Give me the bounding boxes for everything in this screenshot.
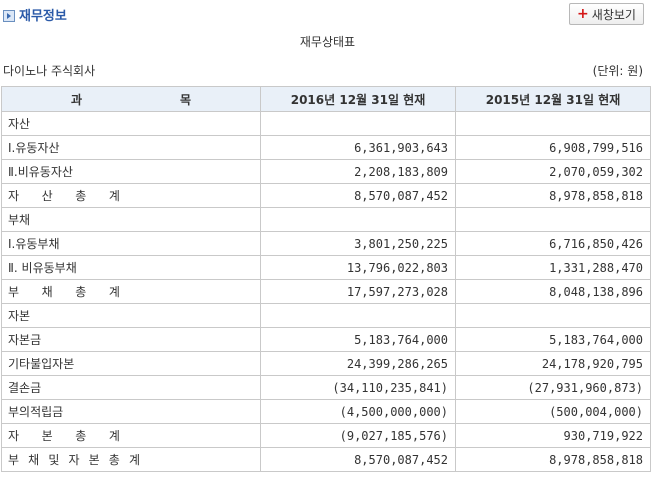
- value-2015: [455, 303, 651, 328]
- statement-title: 재무상태표: [299, 35, 356, 49]
- label-char: 총: [75, 189, 87, 203]
- label-char: 자: [8, 189, 20, 203]
- value-2016: [260, 207, 456, 232]
- label-char: 계: [108, 189, 120, 203]
- label-char: 산: [41, 189, 53, 203]
- value-2016: 17,597,273,028: [260, 279, 456, 304]
- balance-sheet-table: 과 목 2016년 12월 31일 현재 2015년 12월 31일 현재 자산…: [1, 86, 651, 472]
- label-char: 부: [8, 285, 20, 299]
- section-bullet-icon: [3, 9, 15, 22]
- value-2015: 8,978,858,818: [455, 447, 651, 472]
- account-label: 부채: [1, 207, 261, 232]
- new-window-label: 새창보기: [591, 7, 636, 22]
- value-2016: [260, 303, 456, 328]
- value-2015: [455, 207, 651, 232]
- value-2016: 8,570,087,452: [260, 447, 456, 472]
- value-2016: 8,570,087,452: [260, 183, 456, 208]
- label-char: 계: [128, 453, 140, 467]
- account-label: 자산: [1, 111, 261, 136]
- label-char: 자: [8, 429, 20, 443]
- table-row: 부 채 및 자 본 총 계 8,570,087,452 8,978,858,818: [1, 447, 651, 472]
- account-label: 자본: [1, 303, 261, 328]
- account-label: Ⅱ. 비유동부채: [1, 255, 261, 280]
- table-row: 자 본 총 계 (9,027,185,576) 930,719,922: [1, 423, 651, 448]
- label-char: 자: [68, 453, 80, 467]
- section-header: 재무정보: [3, 5, 67, 24]
- label-char: 총: [108, 453, 120, 467]
- account-label: Ⅰ.유동부채: [1, 231, 261, 256]
- value-2015: 8,048,138,896: [455, 279, 651, 304]
- value-2016: 2,208,183,809: [260, 159, 456, 184]
- label-char: 본: [41, 429, 53, 443]
- value-2015: (27,931,960,873): [455, 375, 651, 400]
- label-char: 및: [48, 453, 60, 467]
- label-char: 본: [88, 453, 100, 467]
- label-char: 총: [75, 429, 87, 443]
- account-label: 부의적립금: [1, 399, 261, 424]
- table-row: Ⅱ.비유동자산 2,208,183,809 2,070,059,302: [1, 159, 651, 184]
- unit-label: (단위: 원): [592, 64, 643, 78]
- account-label: 자본금: [1, 327, 261, 352]
- plus-icon: +: [577, 6, 589, 22]
- value-2016: 13,796,022,803: [260, 255, 456, 280]
- header-char: 과: [71, 92, 83, 107]
- company-name: 다이노나 주식회사: [3, 64, 96, 78]
- value-2015: [455, 111, 651, 136]
- table-row: Ⅰ.유동부채 3,801,250,225 6,716,850,426: [1, 231, 651, 256]
- value-2016: (34,110,235,841): [260, 375, 456, 400]
- value-2016: [260, 111, 456, 136]
- value-2015: 6,908,799,516: [455, 135, 651, 160]
- column-header-2016: 2016년 12월 31일 현재: [260, 86, 456, 112]
- account-label: 결손금: [1, 375, 261, 400]
- table-row: 결손금 (34,110,235,841) (27,931,960,873): [1, 375, 651, 400]
- table-row: Ⅰ.유동자산 6,361,903,643 6,908,799,516: [1, 135, 651, 160]
- account-label: Ⅰ.유동자산: [1, 135, 261, 160]
- account-label: Ⅱ.비유동자산: [1, 159, 261, 184]
- table-row: Ⅱ. 비유동부채 13,796,022,803 1,331,288,470: [1, 255, 651, 280]
- header-char: 목: [179, 92, 191, 107]
- value-2016: (9,027,185,576): [260, 423, 456, 448]
- table-row: 자본: [1, 303, 651, 328]
- value-2016: 6,361,903,643: [260, 135, 456, 160]
- table-row: 부 채 총 계 17,597,273,028 8,048,138,896: [1, 279, 651, 304]
- value-2015: 930,719,922: [455, 423, 651, 448]
- account-label: 기타불입자본: [1, 351, 261, 376]
- table-row: 자 산 총 계 8,570,087,452 8,978,858,818: [1, 183, 651, 208]
- table-row: 자산: [1, 111, 651, 136]
- table-row: 부채: [1, 207, 651, 232]
- column-header-2015: 2015년 12월 31일 현재: [455, 86, 651, 112]
- value-2016: (4,500,000,000): [260, 399, 456, 424]
- table-header-row: 과 목 2016년 12월 31일 현재 2015년 12월 31일 현재: [1, 86, 651, 112]
- new-window-button[interactable]: + 새창보기: [569, 3, 644, 25]
- label-char: 부: [8, 453, 20, 467]
- label-char: 계: [108, 285, 120, 299]
- value-2015: (500,004,000): [455, 399, 651, 424]
- label-char: 계: [108, 429, 120, 443]
- value-2015: 2,070,059,302: [455, 159, 651, 184]
- table-row: 자본금 5,183,764,000 5,183,764,000: [1, 327, 651, 352]
- value-2015: 1,331,288,470: [455, 255, 651, 280]
- label-char: 채: [41, 285, 53, 299]
- value-2015: 6,716,850,426: [455, 231, 651, 256]
- column-header-account: 과 목: [1, 86, 261, 112]
- value-2016: 5,183,764,000: [260, 327, 456, 352]
- value-2016: 24,399,286,265: [260, 351, 456, 376]
- value-2015: 5,183,764,000: [455, 327, 651, 352]
- value-2015: 8,978,858,818: [455, 183, 651, 208]
- value-2015: 24,178,920,795: [455, 351, 651, 376]
- value-2016: 3,801,250,225: [260, 231, 456, 256]
- table-row: 부의적립금 (4,500,000,000) (500,004,000): [1, 399, 651, 424]
- label-char: 채: [28, 453, 40, 467]
- table-row: 기타불입자본 24,399,286,265 24,178,920,795: [1, 351, 651, 376]
- section-title: 재무정보: [19, 9, 67, 24]
- label-char: 총: [75, 285, 87, 299]
